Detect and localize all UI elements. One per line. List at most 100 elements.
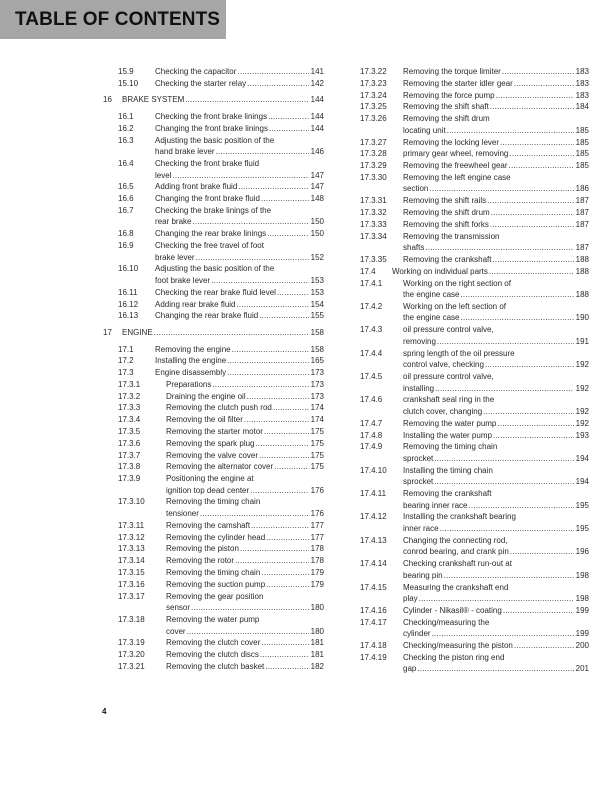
toc-entry[interactable]: 17.4.7 Removing the water pump 192 — [360, 418, 589, 430]
toc-entry[interactable]: 17.4.6 crankshaft seal ring in the clutch … — [360, 394, 589, 417]
toc-entry[interactable]: 17.3 Engine disassembly 173 — [103, 367, 324, 379]
toc-entry[interactable]: 17.3.27 Removing the locking lever 185 — [360, 137, 589, 149]
section-number: 17.3.4 — [118, 415, 141, 425]
toc-entry[interactable]: 17.4.14 Checking crankshaft run-out at bea… — [360, 558, 589, 581]
toc-entry[interactable]: 16.11 Checking the rear brake fluid level… — [103, 287, 324, 299]
entry-title-last-line: Removing the suction pump 179 — [166, 579, 324, 591]
toc-entry[interactable]: 16.6 Changing the front brake fluid 148 — [103, 193, 324, 205]
entry-title-line: spring length of the oil pressure — [403, 348, 515, 358]
toc-entry[interactable]: 17.3.15 Removing the timing chain 179 — [103, 567, 324, 579]
toc-entry[interactable]: 17.3.17 Removing the gear position sensor 1… — [103, 591, 324, 614]
toc-entry[interactable]: 16.12 Adding rear brake fluid 154 — [103, 299, 324, 311]
entry-title: ENGINE 158 — [122, 327, 324, 339]
toc-entry[interactable]: 16.1 Checking the front brake linings 144 — [103, 111, 324, 123]
toc-entry[interactable]: 17.4.3 oil pressure control valve, removin… — [360, 324, 589, 347]
toc-entry[interactable]: 17.3.31 Removing the shift rails 187 — [360, 195, 589, 207]
toc-entry[interactable]: 17.3.24 Removing the force pump 183 — [360, 90, 589, 102]
toc-entry[interactable]: 15.9 Checking the capacitor 141 — [103, 66, 324, 78]
section-number: 17.3.25 — [360, 102, 387, 112]
page-reference: 155 — [310, 311, 324, 321]
entry-title: Adjusting the basic position of the hand … — [155, 135, 324, 158]
entry-title: Removing the water pump 192 — [403, 418, 589, 430]
toc-entry[interactable]: 16.4 Checking the front brake fluid level 1… — [103, 158, 324, 181]
entry-title-line: primary gear wheel, removing — [403, 149, 509, 159]
entry-title-line: Draining the engine oil — [166, 391, 246, 401]
toc-entry[interactable]: 17.3.2 Draining the engine oil 173 — [103, 391, 324, 403]
toc-entry[interactable]: 17.3.5 Removing the starter motor 175 — [103, 426, 324, 438]
toc-entry[interactable]: 17.4.11 Removing the crankshaft bearing in… — [360, 488, 589, 511]
toc-entry[interactable]: 17.3.10 Removing the timing chain tensione… — [103, 496, 324, 519]
toc-entry[interactable]: 17.2 Installing the engine 165 — [103, 355, 324, 367]
toc-entry[interactable]: 16.5 Adding front brake fluid 147 — [103, 181, 324, 193]
toc-entry[interactable]: 16.9 Checking the free travel of foot brak… — [103, 240, 324, 263]
toc-entry[interactable]: 17.4.4 spring length of the oil pressure c… — [360, 348, 589, 371]
toc-entry[interactable]: 17.3.33 Removing the shift forks 187 — [360, 219, 589, 231]
toc-entry[interactable]: 17.3.7 Removing the valve cover 175 — [103, 450, 324, 462]
entry-title-last-line: sensor 180 — [166, 602, 324, 614]
entry-title-line: Adjusting the basic position of the — [155, 264, 275, 274]
toc-entry[interactable]: 16.7 Checking the brake linings of the rea… — [103, 205, 324, 228]
toc-entry[interactable]: 17.3.21 Removing the clutch basket 182 — [103, 661, 324, 673]
toc-entry[interactable]: 17.4.19 Checking the piston ring end gap 20… — [360, 652, 589, 675]
toc-entry[interactable]: 17.4.2 Working on the left section of the … — [360, 301, 589, 324]
toc-entry[interactable]: 17.3.35 Removing the crankshaft 188 — [360, 254, 589, 266]
toc-entry[interactable]: 17.4.12 Installing the crankshaft bearing… — [360, 511, 589, 534]
toc-entry[interactable]: 17.3.6 Removing the spark plug 175 — [103, 438, 324, 450]
entry-title-line: ignition top dead center — [166, 485, 250, 495]
toc-entry[interactable]: 17.3.23 Removing the starter idler gear 18… — [360, 78, 589, 90]
dot-leader — [510, 546, 574, 558]
entry-title-line: sprocket — [403, 453, 434, 463]
entry-title-line: Changing the rear brake fluid — [155, 311, 259, 321]
toc-entry[interactable]: 17.3.9 Positioning the engine at ignition … — [103, 473, 324, 496]
toc-entry[interactable]: 16.13 Changing the rear brake fluid 155 — [103, 310, 324, 322]
toc-entry[interactable]: 17.4.10 Installing the timing chain sprock… — [360, 465, 589, 488]
toc-entry[interactable]: 17.3.4 Removing the oil filter 174 — [103, 414, 324, 426]
toc-entry[interactable]: 17.3.18 Removing the water pump cover 180 — [103, 614, 324, 637]
toc-entry[interactable]: 17.3.25 Removing the shift shaft 184 — [360, 101, 589, 113]
toc-entry[interactable]: 16.3 Adjusting the basic position of the h… — [103, 135, 324, 158]
toc-entry[interactable]: 17.3.3 Removing the clutch push rod 174 — [103, 402, 324, 414]
toc-entry[interactable]: 17 ENGINE 158 — [103, 327, 324, 339]
entry-title-last-line: Removing the engine 158 — [155, 344, 324, 356]
toc-entry[interactable]: 17.3.28 primary gear wheel, removing 185 — [360, 148, 589, 160]
toc-entry[interactable]: 17.4.17 Checking/measuring the cylinder 199 — [360, 617, 589, 640]
toc-entry[interactable]: 17.3.14 Removing the rotor 178 — [103, 555, 324, 567]
toc-entry[interactable]: 17.3.19 Removing the clutch cover 181 — [103, 637, 324, 649]
toc-entry[interactable]: 16.8 Changing the rear brake linings 150 — [103, 228, 324, 240]
toc-entry[interactable]: 17.3.1 Preparations 173 — [103, 379, 324, 391]
entry-title-last-line: Removing the camshaft 177 — [166, 520, 324, 532]
toc-entry[interactable]: 17.4.18 Checking/measuring the piston 200 — [360, 640, 589, 652]
dot-leader — [487, 195, 573, 207]
toc-entry[interactable]: 17.3.29 Removing the freewheel gear 185 — [360, 160, 589, 172]
toc-entry[interactable]: 17.3.30 Removing the left engine case sect… — [360, 172, 589, 195]
entry-title: Removing the clutch discs 181 — [166, 649, 324, 661]
toc-entry[interactable]: 17.3.22 Removing the torque limiter 183 — [360, 66, 589, 78]
toc-entry[interactable]: 17.3.16 Removing the suction pump 179 — [103, 579, 324, 591]
toc-entry[interactable]: 17.1 Removing the engine 158 — [103, 344, 324, 356]
toc-entry[interactable]: 17.3.34 Removing the transmission shafts 18… — [360, 231, 589, 254]
toc-entry[interactable]: 17.3.32 Removing the shift drum 187 — [360, 207, 589, 219]
dot-leader — [261, 637, 308, 649]
toc-entry[interactable]: 16.10 Adjusting the basic position of the… — [103, 263, 324, 286]
entry-title-last-line: tensioner 176 — [166, 508, 324, 520]
toc-entry[interactable]: 17.3.26 Removing the shift drum locating u… — [360, 113, 589, 136]
toc-entry[interactable]: 17.4.13 Changing the connecting rod, conro… — [360, 535, 589, 558]
toc-entry[interactable]: 15.10 Checking the starter relay 142 — [103, 78, 324, 90]
toc-entry[interactable]: 16.2 Changing the front brake linings 144 — [103, 123, 324, 135]
toc-entry[interactable]: 17.3.13 Removing the piston 178 — [103, 543, 324, 555]
toc-entry[interactable]: 17.4.5 oil pressure control valve, install… — [360, 371, 589, 394]
toc-entry[interactable]: 16 BRAKE SYSTEM 144 — [103, 94, 324, 106]
toc-entry[interactable]: 17.4.16 Cylinder - Nikasil® - coating 199 — [360, 605, 589, 617]
dot-leader — [196, 252, 309, 264]
toc-entry[interactable]: 17.4.1 Working on the right section of the… — [360, 278, 589, 301]
toc-entry[interactable]: 17.3.8 Removing the alternator cover 175 — [103, 461, 324, 473]
dot-leader — [502, 66, 574, 78]
page-reference: 173 — [310, 379, 324, 389]
toc-entry[interactable]: 17.4.8 Installing the water pump 193 — [360, 430, 589, 442]
toc-entry[interactable]: 17.3.12 Removing the cylinder head 177 — [103, 532, 324, 544]
toc-entry[interactable]: 17.3.20 Removing the clutch discs 181 — [103, 649, 324, 661]
toc-entry[interactable]: 17.3.11 Removing the camshaft 177 — [103, 520, 324, 532]
toc-entry[interactable]: 17.4.15 Measuring the crankshaft end play 1… — [360, 582, 589, 605]
toc-entry[interactable]: 17.4 Working on individual parts 188 — [360, 266, 589, 278]
